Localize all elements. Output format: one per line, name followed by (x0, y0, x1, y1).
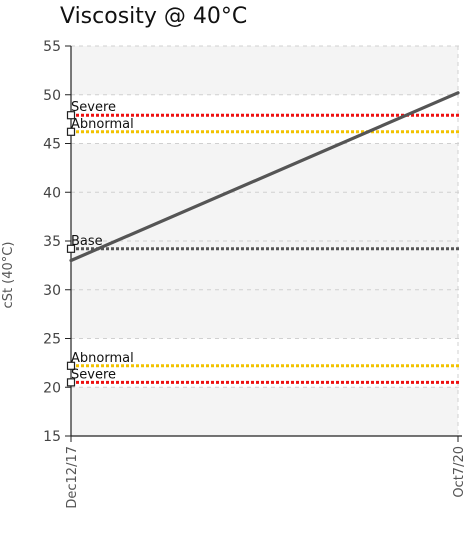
reference-label: Severe (71, 367, 116, 382)
reference-label: Severe (71, 100, 116, 115)
reference-marker (66, 127, 76, 136)
reference-label: Abnormal (71, 351, 134, 366)
series-lines (69, 91, 460, 263)
x-ticks: Dec12/17 Oct7/20 (65, 436, 467, 509)
y-tick-label: 35 (43, 234, 61, 250)
y-tick-label: 15 (43, 429, 61, 445)
series-line (69, 91, 460, 263)
x-tick-label: Oct7/20 (452, 446, 467, 498)
reference-marker (66, 361, 76, 370)
y-tick-label: 25 (43, 332, 61, 348)
y-ticks: 15 20 25 30 35 40 45 50 55 (43, 39, 71, 445)
background-band (71, 46, 458, 95)
background-band (71, 387, 458, 436)
chart-title: Viscosity @ 40°C (60, 4, 248, 29)
reference-label: Base (71, 234, 103, 249)
y-axis-label: cSt (40°C) (1, 242, 16, 309)
y-tick-label: 20 (43, 380, 61, 396)
y-tick-label: 55 (43, 39, 61, 55)
x-tick-label: Dec12/17 (65, 446, 80, 509)
reference-label: Abnormal (71, 117, 134, 132)
y-tick-label: 50 (43, 88, 61, 104)
reference-marker (66, 378, 76, 387)
y-tick-label: 30 (43, 283, 61, 299)
y-tick-label: 40 (43, 185, 61, 201)
reference-marker (66, 244, 76, 253)
reference-marker (66, 111, 76, 120)
y-tick-label: 45 (43, 137, 61, 153)
